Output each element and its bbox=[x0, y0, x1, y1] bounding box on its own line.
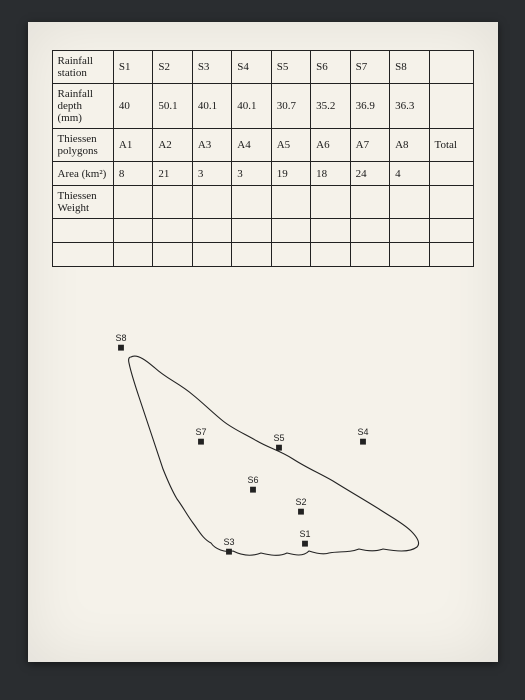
cell bbox=[390, 186, 429, 219]
table-row: Thiessen Weight bbox=[52, 186, 473, 219]
station-marker-s2: S2◼ bbox=[295, 497, 306, 516]
cell bbox=[429, 243, 473, 267]
cell bbox=[311, 186, 350, 219]
station-marker-s3: S3◼ bbox=[223, 537, 234, 556]
cell bbox=[429, 186, 473, 219]
cell: 24 bbox=[350, 162, 389, 186]
cell bbox=[192, 186, 231, 219]
cell bbox=[390, 243, 429, 267]
station-marker-s8: S8◼ bbox=[115, 333, 126, 352]
cell: 40.1 bbox=[192, 84, 231, 129]
table-row bbox=[52, 243, 473, 267]
station-square-icon: ◼ bbox=[117, 342, 124, 352]
cell: S7 bbox=[350, 51, 389, 84]
row-label bbox=[52, 219, 113, 243]
station-square-icon: ◼ bbox=[249, 484, 256, 494]
cell: 18 bbox=[311, 162, 350, 186]
cell: A2 bbox=[153, 129, 192, 162]
cell bbox=[271, 243, 310, 267]
cell: 36.9 bbox=[350, 84, 389, 129]
table-row: Rainfall depth (mm) 40 50.1 40.1 40.1 30… bbox=[52, 84, 473, 129]
cell bbox=[429, 162, 473, 186]
cell bbox=[271, 186, 310, 219]
cell: S4 bbox=[232, 51, 271, 84]
station-square-icon: ◼ bbox=[225, 546, 232, 556]
station-square-icon: ◼ bbox=[359, 436, 366, 446]
cell bbox=[311, 243, 350, 267]
cell bbox=[232, 243, 271, 267]
station-square-icon: ◼ bbox=[301, 538, 308, 548]
cell bbox=[350, 186, 389, 219]
row-label: Thiessen polygons bbox=[52, 129, 113, 162]
table-row: Thiessen polygons A1 A2 A3 A4 A5 A6 A7 A… bbox=[52, 129, 473, 162]
cell bbox=[232, 186, 271, 219]
cell: 36.3 bbox=[390, 84, 429, 129]
document-page: Rainfall station S1 S2 S3 S4 S5 S6 S7 S8… bbox=[28, 22, 498, 662]
cell bbox=[311, 219, 350, 243]
cell bbox=[113, 186, 152, 219]
cell: Total bbox=[429, 129, 473, 162]
map-container: S8◼ S7◼ S5◼ S4◼ S6◼ S2◼ S3◼ S1◼ bbox=[52, 313, 474, 573]
cell bbox=[153, 243, 192, 267]
cell: 4 bbox=[390, 162, 429, 186]
cell bbox=[429, 84, 473, 129]
cell: 21 bbox=[153, 162, 192, 186]
cell: 35.2 bbox=[311, 84, 350, 129]
cell: 30.7 bbox=[271, 84, 310, 129]
row-label: Rainfall station bbox=[52, 51, 113, 84]
station-marker-s6: S6◼ bbox=[247, 475, 258, 494]
cell: A5 bbox=[271, 129, 310, 162]
cell: A7 bbox=[350, 129, 389, 162]
cell bbox=[429, 51, 473, 84]
cell bbox=[153, 219, 192, 243]
cell: S8 bbox=[390, 51, 429, 84]
cell bbox=[390, 219, 429, 243]
row-label: Rainfall depth (mm) bbox=[52, 84, 113, 129]
station-marker-s7: S7◼ bbox=[195, 427, 206, 446]
cell: 40 bbox=[113, 84, 152, 129]
cell: 40.1 bbox=[232, 84, 271, 129]
cell: A4 bbox=[232, 129, 271, 162]
cell: A1 bbox=[113, 129, 152, 162]
cell: 3 bbox=[192, 162, 231, 186]
cell bbox=[153, 186, 192, 219]
cell bbox=[429, 219, 473, 243]
cell: S5 bbox=[271, 51, 310, 84]
station-square-icon: ◼ bbox=[297, 506, 304, 516]
table-row: Area (km²) 8 21 3 3 19 18 24 4 bbox=[52, 162, 473, 186]
cell bbox=[350, 243, 389, 267]
cell bbox=[113, 219, 152, 243]
row-label bbox=[52, 243, 113, 267]
cell: 3 bbox=[232, 162, 271, 186]
watershed-boundary bbox=[128, 356, 418, 555]
cell bbox=[350, 219, 389, 243]
table-row: Rainfall station S1 S2 S3 S4 S5 S6 S7 S8 bbox=[52, 51, 473, 84]
cell bbox=[113, 243, 152, 267]
table-row bbox=[52, 219, 473, 243]
cell: 8 bbox=[113, 162, 152, 186]
cell: S1 bbox=[113, 51, 152, 84]
cell: 50.1 bbox=[153, 84, 192, 129]
cell: S6 bbox=[311, 51, 350, 84]
cell bbox=[192, 219, 231, 243]
station-square-icon: ◼ bbox=[197, 436, 204, 446]
cell: 19 bbox=[271, 162, 310, 186]
rainfall-table: Rainfall station S1 S2 S3 S4 S5 S6 S7 S8… bbox=[52, 50, 474, 267]
cell: A6 bbox=[311, 129, 350, 162]
row-label: Area (km²) bbox=[52, 162, 113, 186]
cell bbox=[271, 219, 310, 243]
cell bbox=[232, 219, 271, 243]
row-label: Thiessen Weight bbox=[52, 186, 113, 219]
station-marker-s1: S1◼ bbox=[299, 529, 310, 548]
station-marker-s5: S5◼ bbox=[273, 433, 284, 452]
cell: S3 bbox=[192, 51, 231, 84]
cell: A8 bbox=[390, 129, 429, 162]
watershed-map: S8◼ S7◼ S5◼ S4◼ S6◼ S2◼ S3◼ S1◼ bbox=[83, 313, 443, 573]
cell bbox=[192, 243, 231, 267]
station-square-icon: ◼ bbox=[275, 442, 282, 452]
cell: S2 bbox=[153, 51, 192, 84]
station-marker-s4: S4◼ bbox=[357, 427, 368, 446]
cell: A3 bbox=[192, 129, 231, 162]
